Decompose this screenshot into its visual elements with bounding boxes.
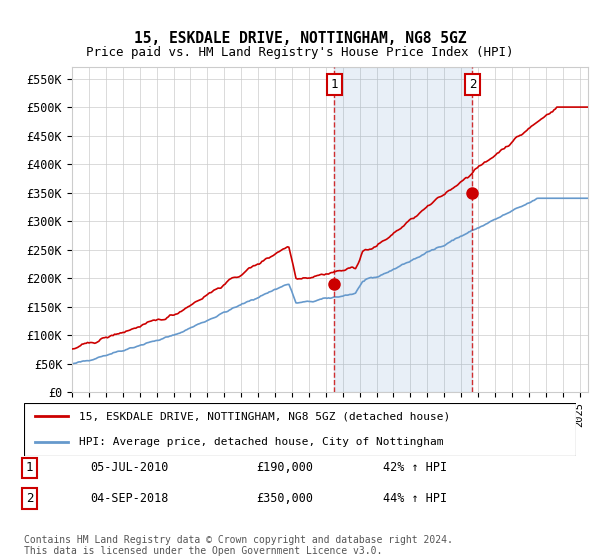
Text: 1: 1 (331, 78, 338, 91)
Text: 2: 2 (26, 492, 33, 505)
Text: Contains HM Land Registry data © Crown copyright and database right 2024.
This d: Contains HM Land Registry data © Crown c… (24, 535, 453, 557)
Text: £350,000: £350,000 (256, 492, 313, 505)
Text: HPI: Average price, detached house, City of Nottingham: HPI: Average price, detached house, City… (79, 436, 444, 446)
Text: Price paid vs. HM Land Registry's House Price Index (HPI): Price paid vs. HM Land Registry's House … (86, 46, 514, 59)
Text: £190,000: £190,000 (256, 461, 313, 474)
Text: 44% ↑ HPI: 44% ↑ HPI (383, 492, 447, 505)
Text: 15, ESKDALE DRIVE, NOTTINGHAM, NG8 5GZ (detached house): 15, ESKDALE DRIVE, NOTTINGHAM, NG8 5GZ (… (79, 412, 451, 422)
Text: 05-JUL-2010: 05-JUL-2010 (90, 461, 169, 474)
Text: 1: 1 (26, 461, 33, 474)
Text: 15, ESKDALE DRIVE, NOTTINGHAM, NG8 5GZ: 15, ESKDALE DRIVE, NOTTINGHAM, NG8 5GZ (134, 31, 466, 46)
Bar (334, 67, 472, 392)
FancyBboxPatch shape (24, 403, 576, 456)
Text: 2: 2 (469, 78, 476, 91)
Text: 04-SEP-2018: 04-SEP-2018 (90, 492, 169, 505)
Text: 42% ↑ HPI: 42% ↑ HPI (383, 461, 447, 474)
